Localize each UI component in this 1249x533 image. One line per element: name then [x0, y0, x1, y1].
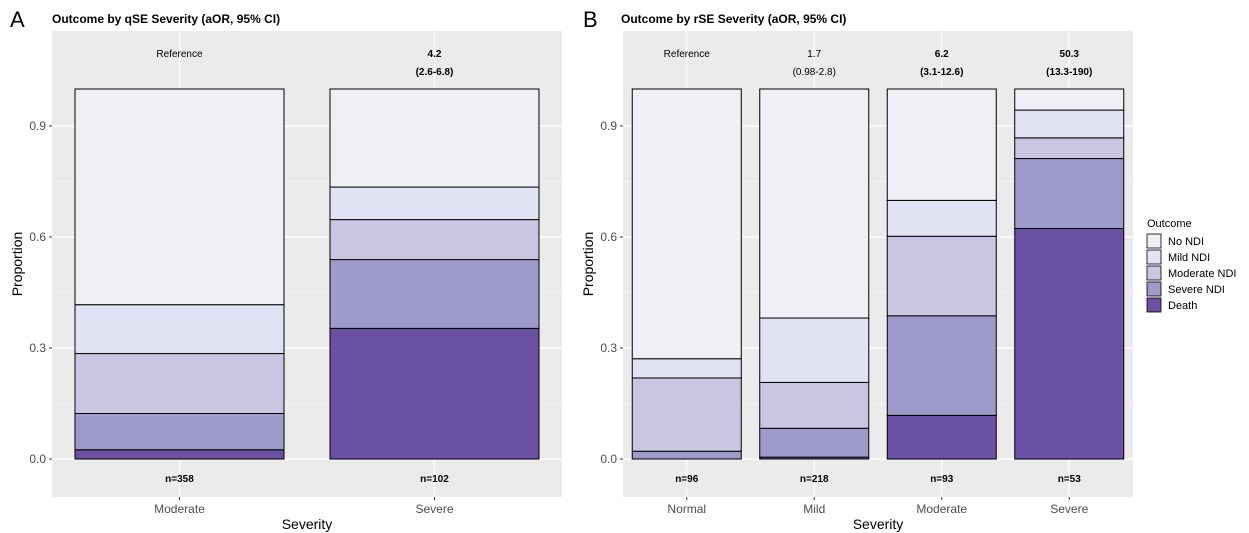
- panel-a-bar-moderate-death: [74, 449, 285, 460]
- legend-title: Outcome: [1147, 218, 1192, 230]
- panel-b-bar-moderate-no-ndi: [886, 88, 997, 201]
- panel-b-x-tick-label: Moderate: [916, 502, 967, 516]
- legend-key-mild-ndi: [1146, 249, 1162, 265]
- panel-a-bar-moderate-moderate-ndi: [74, 353, 285, 414]
- panel-b-bar-mild-moderate-ndi: [759, 381, 870, 429]
- panel-b-aor-label: 50.3: [1060, 49, 1080, 60]
- panel-a-x-axis-title: Severity: [282, 516, 333, 532]
- panel-b-title: Outcome by rSE Severity (aOR, 95% CI): [621, 12, 846, 26]
- panel-b-y-tick-label: 0.3: [600, 341, 617, 355]
- panel-b-bar-moderate-death: [886, 414, 997, 460]
- panel-b-x-tick-label: Mild: [803, 502, 825, 516]
- panel-b-bar-mild-mild-ndi: [759, 317, 870, 383]
- panel-b-x-tick-label: Normal: [667, 502, 706, 516]
- panel-b-bar-severe-mild-ndi: [1014, 109, 1125, 139]
- panel-b-bar-severe-severe-ndi: [1014, 158, 1125, 229]
- panel-b-ci-label: (0.98-2.8): [793, 67, 836, 78]
- panel-b-bar-normal-mild-ndi: [631, 358, 742, 379]
- legend-key-moderate-ndi: [1146, 265, 1162, 281]
- panel-b: B Outcome by rSE Severity (aOR, 95% CI) 0.…: [580, 7, 1133, 532]
- panel-a-x-tick-label: Severe: [415, 502, 453, 516]
- panel-a-n-label: n=102: [420, 474, 449, 485]
- panel-b-bar-severe-no-ndi: [1014, 88, 1125, 111]
- panel-b-bar-normal-no-ndi: [631, 88, 742, 360]
- panel-b-n-label: n=96: [675, 474, 699, 485]
- legend-label-moderate-ndi: Moderate NDI: [1168, 268, 1236, 280]
- panel-a-bar-severe-no-ndi: [329, 88, 540, 188]
- panel-a-bar-severe-death: [329, 327, 540, 460]
- panel-b-letter: B: [583, 7, 598, 32]
- panel-b-n-label: n=218: [800, 474, 829, 485]
- panel-b-y-tick-label: 0.6: [600, 230, 617, 244]
- panel-a-bar-moderate-severe-ndi: [74, 412, 285, 451]
- panel-a-bar-severe-severe-ndi: [329, 259, 540, 329]
- panel-b-bar-severe-moderate-ndi: [1014, 137, 1125, 160]
- legend-label-severe-ndi: Severe NDI: [1168, 284, 1225, 296]
- panel-b-y-tick-label: 0.0: [600, 452, 617, 466]
- panel-b-x-axis-title: Severity: [853, 516, 904, 532]
- panel-a-aor-label: Reference: [156, 49, 203, 60]
- panel-a-n-label: n=358: [165, 474, 194, 485]
- panel-b-aor-label: Reference: [664, 49, 711, 60]
- panel-a-y-axis-title: Proportion: [9, 232, 25, 297]
- legend-label-no-ndi: No NDI: [1168, 236, 1204, 248]
- legend: Outcome No NDI Mild NDI Moderate NDI Severe …: [1146, 218, 1236, 313]
- panel-a-x-tick-label: Moderate: [154, 502, 205, 516]
- panel-b-bar-mild-no-ndi: [759, 88, 870, 319]
- panel-a-bar-severe-moderate-ndi: [329, 219, 540, 261]
- panel-b-aor-label: 6.2: [935, 49, 949, 60]
- panel-a: A Outcome by qSE Severity (aOR, 95% CI) 0.…: [9, 7, 562, 532]
- legend-label-mild-ndi: Mild NDI: [1168, 252, 1210, 264]
- panel-b-n-label: n=93: [930, 474, 954, 485]
- panel-b-bar-moderate-severe-ndi: [886, 315, 997, 416]
- panel-b-bar-mild-severe-ndi: [759, 427, 870, 458]
- panel-a-y-tick-label: 0.6: [29, 230, 46, 244]
- panel-a-aor-label: 4.2: [428, 49, 442, 60]
- panel-a-y-tick-label: 0.0: [29, 452, 46, 466]
- panel-b-bar-moderate-moderate-ndi: [886, 235, 997, 317]
- panel-b-bar-moderate-mild-ndi: [886, 199, 997, 237]
- panel-b-y-axis-title: Proportion: [580, 232, 596, 297]
- panel-b-bar-normal-severe-ndi: [631, 450, 742, 460]
- panel-a-ci-label: (2.6-6.8): [416, 67, 454, 78]
- panel-a-y-tick-label: 0.9: [29, 119, 46, 133]
- panel-a-letter: A: [10, 7, 25, 32]
- legend-label-death: Death: [1168, 300, 1197, 312]
- panel-a-bar-moderate-mild-ndi: [74, 304, 285, 355]
- panel-a-bar-moderate-no-ndi: [74, 88, 285, 306]
- panel-b-aor-label: 1.7: [807, 49, 821, 60]
- panel-b-bar-normal-moderate-ndi: [631, 377, 742, 452]
- panel-a-y-tick-label: 0.3: [29, 341, 46, 355]
- legend-key-death: [1146, 297, 1162, 313]
- panel-a-bar-severe-mild-ndi: [329, 186, 540, 221]
- panel-b-x-tick-label: Severe: [1050, 502, 1088, 516]
- legend-key-severe-ndi: [1146, 281, 1162, 297]
- panel-a-title: Outcome by qSE Severity (aOR, 95% CI): [52, 12, 280, 26]
- panel-b-n-label: n=53: [1058, 474, 1082, 485]
- panel-b-bar-severe-death: [1014, 227, 1125, 460]
- panel-b-y-tick-label: 0.9: [600, 119, 617, 133]
- panel-b-ci-label: (3.1-12.6): [920, 67, 963, 78]
- panel-b-ci-label: (13.3-190): [1046, 67, 1092, 78]
- legend-key-no-ndi: [1146, 233, 1162, 249]
